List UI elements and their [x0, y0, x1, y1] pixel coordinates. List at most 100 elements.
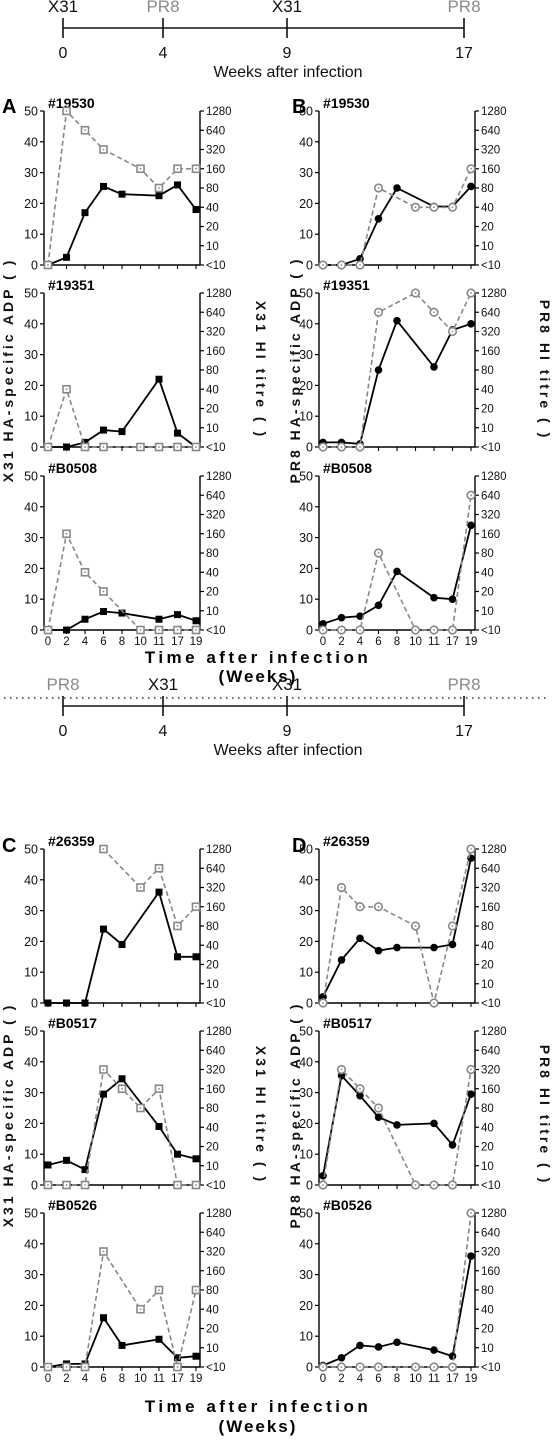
hi-titre-point-dot: [47, 1366, 49, 1368]
chart-panel: 0 10 20 30 40 50 <10 10 20 40 80 160 320 640 1280 #1935…: [299, 277, 507, 455]
hi-titre-point-dot: [359, 264, 361, 266]
y2-tick-label: 640: [481, 125, 500, 137]
timeline-week-label: 4: [159, 45, 168, 62]
y-tick-label: 0: [31, 259, 38, 273]
y-tick-label: 10: [299, 1330, 313, 1344]
y2-tick-label: 320: [481, 510, 500, 522]
x-tick-label: 4: [357, 636, 364, 648]
hi-titre-point-dot: [158, 867, 160, 870]
y2-tick-label: <10: [206, 442, 226, 454]
adp-point: [448, 595, 457, 603]
hi-titre-point-dot: [433, 629, 435, 631]
y2-tick-label: 1280: [481, 106, 507, 118]
timeline-strain-label: PR8: [146, 0, 179, 16]
adp-point: [374, 215, 383, 223]
y2-tick-label: 160: [206, 164, 225, 176]
x-tick-label: 0: [45, 1373, 51, 1385]
y2-tick-label: <10: [481, 1180, 501, 1192]
hi-titre-point-dot: [195, 1289, 197, 1291]
timeline-week-label: 17: [455, 45, 473, 62]
hi-titre-point-dot: [414, 629, 417, 631]
adp-point: [467, 1090, 475, 1098]
x-tick-label: 2: [338, 636, 344, 648]
chart-panel: 0 10 20 30 40 50 <10 10 20 40 80 160 320 640 1280 #1935…: [24, 277, 232, 455]
hi-titre-point-dot: [340, 629, 343, 631]
y2-axis-title: PR8 HI titre ( ): [537, 300, 553, 441]
x-tick-label: 11: [428, 1373, 440, 1385]
adp-point: [192, 1352, 200, 1360]
x-axis-title: Time after infection: [145, 1397, 372, 1416]
adp-point: [356, 255, 364, 263]
chart-panel: 0 10 20 30 40 50 <10 10 20 40 80 160 320 640 1280 #1953…: [299, 95, 507, 273]
y2-tick-label: 10: [206, 423, 219, 435]
chart-panel: 0 10 20 30 40 50 <10 10 20 40 80 160 320 640 1280 #2635…: [299, 833, 507, 1011]
panel-letter: C: [2, 835, 16, 857]
adp-point: [374, 1113, 383, 1122]
x-tick-label: 2: [63, 1373, 69, 1385]
timeline-week-label: 17: [455, 723, 473, 740]
adp-point: [100, 426, 107, 434]
y-tick-label: 40: [299, 500, 313, 514]
hi-titre-point-dot: [340, 264, 343, 266]
adp-point: [174, 1354, 181, 1362]
y-tick-label: 20: [24, 1117, 38, 1131]
x-tick-label: 4: [82, 1373, 89, 1385]
y2-tick-label: 320: [481, 1247, 500, 1259]
y2-tick-label: 10: [206, 241, 219, 253]
chart-title: #B0517: [48, 1015, 97, 1031]
hi-titre-point-dot: [139, 886, 142, 889]
adp-point: [374, 1343, 383, 1351]
y-tick-label: 0: [31, 997, 38, 1011]
hi-titre-point-dot: [470, 848, 472, 850]
y-tick-label: 50: [299, 287, 313, 301]
hi-titre-point-dot: [433, 1002, 435, 1004]
chart-panels: 01020304050<10102040801603206401280#1953…: [24, 95, 507, 1385]
hi-titre-point-dot: [176, 1366, 179, 1368]
y2-tick-label: 320: [206, 327, 225, 339]
y-tick-label: 30: [24, 1268, 38, 1282]
adp-point: [374, 601, 383, 610]
y2-tick-label: <10: [206, 1180, 226, 1192]
adp-point: [337, 956, 346, 964]
y2-tick-label: 20: [481, 404, 494, 416]
hi-titre-point-dot: [470, 167, 472, 170]
hi-titre-point-dot: [139, 167, 142, 170]
y-tick-label: 20: [24, 197, 38, 211]
y2-tick-label: 10: [481, 1161, 494, 1173]
adp-point: [81, 438, 89, 446]
hi-titre-point-dot: [195, 1184, 197, 1186]
adp-point: [356, 1091, 364, 1100]
y2-tick-label: 10: [206, 1343, 219, 1355]
timeline-week-label: 0: [59, 45, 68, 62]
chart-title: #19530: [48, 95, 95, 111]
adp-point: [174, 611, 181, 619]
y-tick-label: 50: [299, 1207, 313, 1221]
adp-point: [467, 182, 475, 191]
y2-tick-label: 1280: [206, 844, 232, 856]
adp-line: [322, 1073, 472, 1176]
y2-tick-label: 80: [481, 365, 494, 377]
y-tick-label: 40: [299, 317, 313, 331]
y2-tick-label: 640: [481, 307, 500, 319]
adp-point: [63, 626, 70, 634]
hi-titre-point-dot: [65, 1184, 68, 1186]
chart-title: #19351: [48, 277, 95, 293]
y2-tick-label: 20: [206, 587, 219, 599]
panel-letter: A: [2, 96, 16, 118]
hi-titre-point-dot: [65, 1366, 68, 1368]
hi-titre-point-dot: [47, 629, 49, 631]
y2-tick-label: 160: [206, 1266, 225, 1278]
hi-titre-point-dot: [451, 330, 454, 333]
chart-title: #B0526: [48, 1197, 97, 1213]
y-tick-label: 10: [299, 966, 313, 980]
hi-titre-line: [48, 1249, 197, 1368]
chart-panel: 0 10 20 30 40 50 <10 10 20 40 80 160 320 640 1280 #B051…: [24, 1015, 232, 1193]
hi-titre-point-dot: [176, 446, 179, 448]
adp-point: [81, 209, 89, 217]
y-tick-label: 40: [24, 317, 38, 331]
hi-titre-point-dot: [322, 629, 324, 631]
adp-point: [319, 620, 327, 628]
adp-point: [81, 999, 89, 1007]
adp-point: [393, 316, 401, 325]
